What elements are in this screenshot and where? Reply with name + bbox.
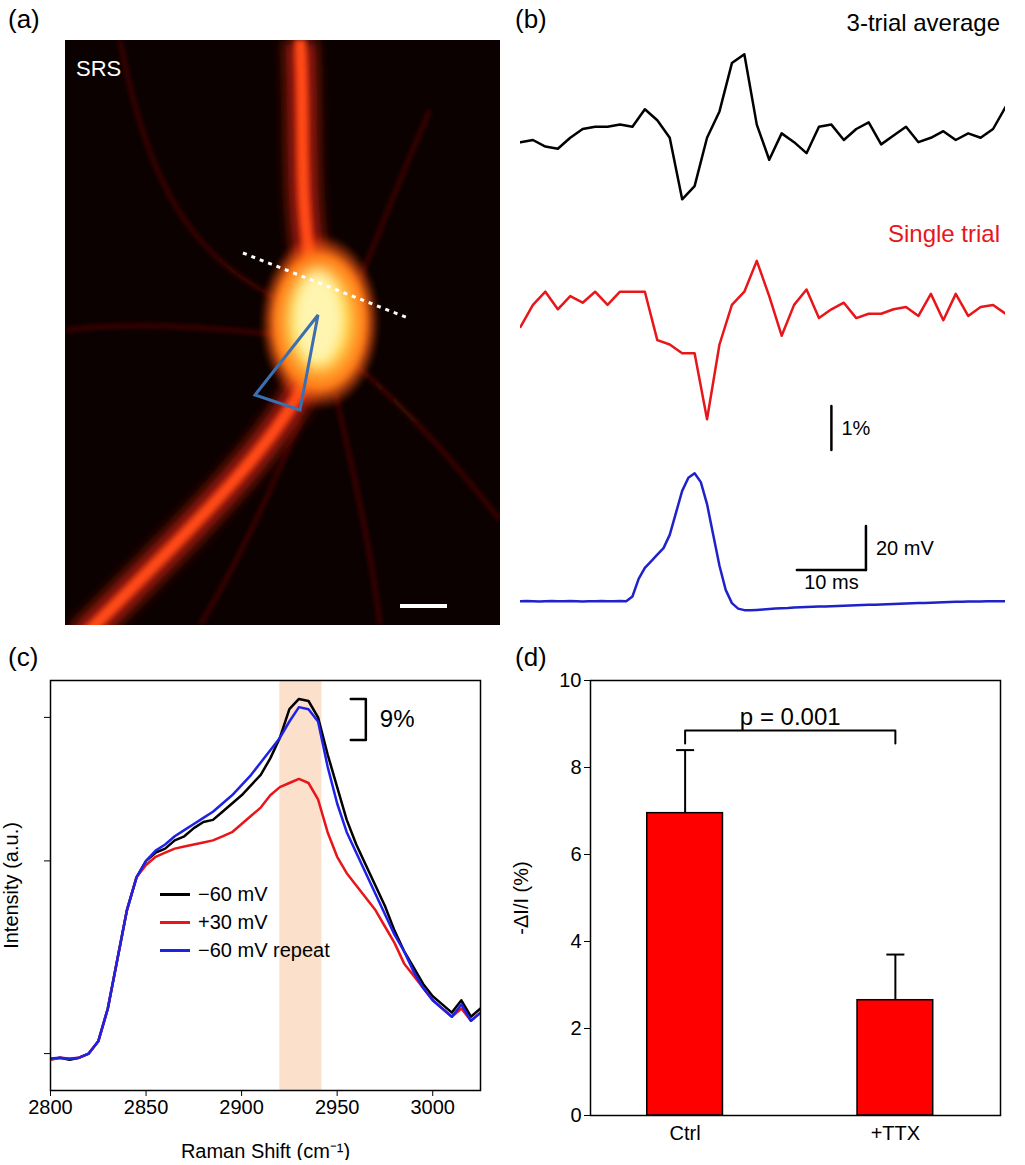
svg-text:p = 0.001: p = 0.001 xyxy=(740,703,841,730)
svg-text:+TTX: +TTX xyxy=(871,1122,920,1144)
svg-text:2850: 2850 xyxy=(124,1096,169,1118)
svg-text:10: 10 xyxy=(559,669,581,691)
svg-text:2950: 2950 xyxy=(315,1096,360,1118)
svg-text:6: 6 xyxy=(570,843,581,865)
html-text:−60 mV: −60 mV xyxy=(198,882,268,905)
svg-text:Intensity (a.u.): Intensity (a.u.) xyxy=(0,822,22,949)
svg-text:9%: 9% xyxy=(380,705,415,732)
svg-text:SRS: SRS xyxy=(76,56,121,81)
html-text:(b): (b) xyxy=(515,4,547,34)
svg-text:Raman Shift (cm⁻¹): Raman Shift (cm⁻¹) xyxy=(181,1140,350,1161)
svg-text:10 ms: 10 ms xyxy=(804,571,858,593)
html-text:(d): (d) xyxy=(515,642,547,672)
svg-text:1%: 1% xyxy=(841,417,870,439)
html-text:Single trial: Single trial xyxy=(887,220,1000,247)
svg-text:4: 4 xyxy=(570,930,581,952)
svg-text:-ΔI/I (%): -ΔI/I (%) xyxy=(510,861,532,934)
html-text:+30 mV: +30 mV xyxy=(198,910,268,933)
html-text:3-trial average: 3-trial average xyxy=(846,9,1000,36)
svg-text:8: 8 xyxy=(570,756,581,778)
svg-text:0: 0 xyxy=(570,1104,581,1126)
svg-text:2800: 2800 xyxy=(28,1096,73,1118)
html-text:−60 mV repeat: −60 mV repeat xyxy=(198,938,330,961)
html-text:(a): (a) xyxy=(8,4,40,34)
html-text:(c): (c) xyxy=(8,642,39,672)
svg-text:2900: 2900 xyxy=(219,1096,264,1118)
svg-text:2: 2 xyxy=(570,1017,581,1039)
svg-text:3000: 3000 xyxy=(410,1096,455,1118)
svg-text:Ctrl: Ctrl xyxy=(670,1122,701,1144)
svg-text:20 mV: 20 mV xyxy=(876,537,934,559)
